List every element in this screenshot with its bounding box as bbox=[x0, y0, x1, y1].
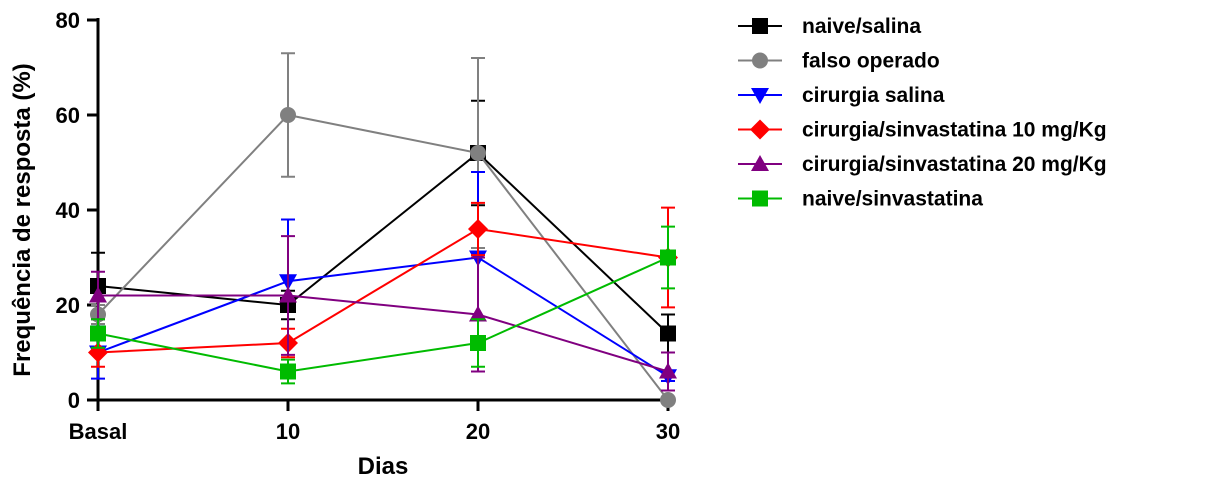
x-tick-label: Basal bbox=[69, 419, 128, 444]
data-point bbox=[660, 392, 676, 408]
axes: 0 20 40 60 80 Basal 10 20 30 bbox=[56, 8, 681, 444]
legend-marker bbox=[751, 88, 769, 104]
legend-marker bbox=[751, 155, 769, 171]
legend-item: falso operado bbox=[738, 50, 940, 73]
legend-label: falso operado bbox=[802, 50, 940, 73]
data-point bbox=[660, 325, 676, 342]
legend-item: naive/sinvastatina bbox=[738, 188, 983, 211]
data-point bbox=[659, 362, 677, 379]
data-point bbox=[280, 363, 296, 380]
data-point bbox=[280, 107, 296, 123]
series-line bbox=[97, 227, 669, 354]
legend-label: naive/sinvastatina bbox=[802, 188, 983, 211]
data-point bbox=[468, 219, 488, 239]
legend-item: cirurgia/sinvastatina 20 mg/Kg bbox=[738, 153, 1107, 176]
data-point bbox=[469, 305, 487, 322]
x-tick-label: 10 bbox=[276, 419, 300, 444]
y-axis-title: Frequência de resposta (%) bbox=[9, 63, 36, 376]
series-line bbox=[97, 256, 669, 378]
x-tick-label: 30 bbox=[656, 419, 680, 444]
legend-marker bbox=[752, 52, 768, 69]
legend: naive/salina falso operado cirurgia salina… bbox=[738, 15, 1107, 211]
legend-marker bbox=[750, 119, 770, 140]
legend-label: cirurgia/sinvastatina 10 mg/Kg bbox=[802, 119, 1107, 142]
y-tick-label: 40 bbox=[56, 198, 80, 223]
data-point bbox=[89, 286, 107, 303]
legend-item: cirurgia/sinvastatina 10 mg/Kg bbox=[738, 119, 1107, 142]
legend-item: naive/salina bbox=[738, 15, 921, 38]
series-cirurgia-sinvastatina-20-mg-kg bbox=[89, 235, 677, 392]
series-line bbox=[97, 151, 669, 335]
series-naive-salina bbox=[90, 99, 676, 354]
series-layer bbox=[88, 52, 678, 408]
data-point bbox=[279, 286, 297, 303]
legend-label: cirurgia/sinvastatina 20 mg/Kg bbox=[802, 153, 1107, 176]
series-line bbox=[97, 256, 669, 373]
series-cirurgia-sinvastatina-10-mg-kg bbox=[88, 201, 678, 368]
series-line bbox=[97, 113, 669, 401]
x-tick-label: 20 bbox=[466, 419, 490, 444]
data-point bbox=[660, 249, 676, 266]
legend-marker bbox=[752, 190, 768, 207]
series-naive-sinvastatina bbox=[90, 225, 676, 385]
series-line bbox=[98, 294, 669, 373]
series-falso-operado bbox=[90, 52, 676, 408]
legend-label: naive/salina bbox=[802, 15, 921, 38]
data-point bbox=[90, 325, 106, 342]
data-point bbox=[470, 145, 486, 161]
y-tick-label: 0 bbox=[68, 388, 80, 413]
y-tick-label: 60 bbox=[56, 103, 80, 128]
legend-label: cirurgia salina bbox=[802, 84, 945, 107]
x-axis-title: Dias bbox=[358, 453, 409, 480]
y-tick-label: 20 bbox=[56, 293, 80, 318]
data-point bbox=[470, 335, 486, 351]
series-cirurgia-salina bbox=[89, 171, 677, 386]
y-tick-label: 80 bbox=[56, 8, 80, 33]
legend-marker bbox=[752, 18, 768, 34]
legend-item: cirurgia salina bbox=[738, 84, 945, 107]
